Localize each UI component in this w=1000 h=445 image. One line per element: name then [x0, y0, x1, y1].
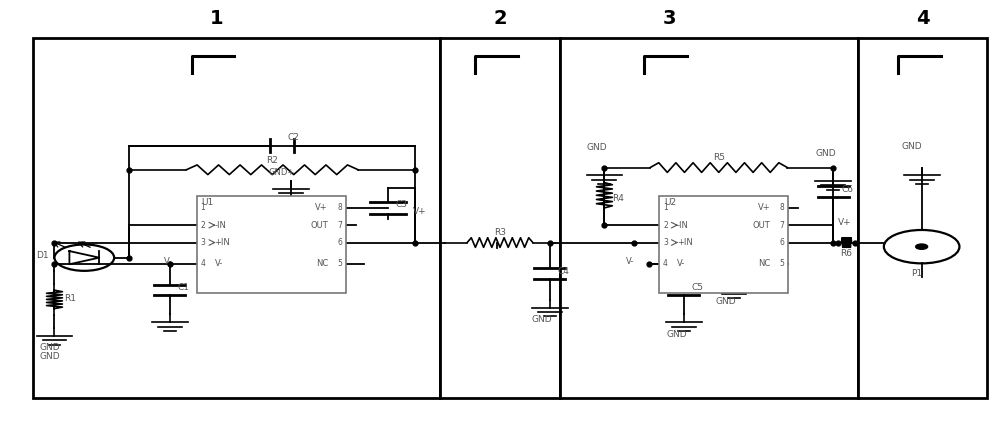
Text: 3: 3 [663, 238, 668, 247]
Text: V-: V- [626, 257, 634, 266]
Text: GND: GND [40, 343, 60, 352]
Text: R2: R2 [266, 156, 278, 165]
Text: V+: V+ [412, 207, 426, 216]
Text: 1: 1 [210, 8, 223, 28]
Circle shape [916, 244, 928, 249]
Text: 5: 5 [337, 259, 342, 268]
Text: 2: 2 [663, 221, 668, 230]
Text: 2: 2 [493, 8, 507, 28]
Text: V+: V+ [758, 203, 770, 212]
Bar [33, 38, 440, 398]
Text: 5: 5 [780, 259, 784, 268]
Text: V+: V+ [838, 218, 852, 227]
Text: R4: R4 [612, 194, 624, 203]
Text: 4: 4 [201, 259, 206, 268]
Text: U2: U2 [664, 198, 676, 207]
Text: 4: 4 [663, 259, 668, 268]
Text: R1: R1 [64, 294, 76, 303]
Text: 7: 7 [780, 221, 784, 230]
Text: +IN: +IN [677, 238, 693, 247]
Text: V+: V+ [315, 203, 328, 212]
Text: 8: 8 [780, 203, 784, 212]
Text: NC: NC [316, 259, 328, 268]
Text: 7: 7 [337, 221, 342, 230]
Text: 1: 1 [201, 203, 205, 212]
Text: V-: V- [677, 259, 685, 268]
Text: V-: V- [215, 259, 223, 268]
Text: C2: C2 [287, 133, 299, 142]
Text: R6: R6 [841, 249, 853, 258]
Text: R5: R5 [713, 154, 725, 162]
Text: 6: 6 [337, 238, 342, 247]
Text: GND+: GND+ [268, 168, 294, 178]
Text: D1: D1 [37, 251, 49, 260]
Bar [858, 38, 987, 398]
Text: 3: 3 [201, 238, 206, 247]
Text: GND: GND [587, 143, 607, 152]
Bar [440, 38, 560, 398]
Text: 4: 4 [916, 8, 929, 28]
Text: C5: C5 [692, 283, 704, 292]
Text: C3: C3 [396, 200, 408, 209]
Text: GND: GND [902, 142, 922, 151]
Text: 8: 8 [337, 203, 342, 212]
Text: -IN: -IN [215, 221, 226, 230]
Text: OUT: OUT [310, 221, 328, 230]
Text: C4: C4 [558, 267, 570, 275]
Text: GND: GND [815, 149, 836, 158]
Text: -IN: -IN [677, 221, 689, 230]
Text: 2: 2 [201, 221, 205, 230]
Text: 3: 3 [662, 8, 676, 28]
Text: R3: R3 [494, 228, 506, 237]
Text: GND: GND [716, 297, 736, 306]
Text: V-: V- [164, 257, 172, 266]
Text: GND: GND [39, 352, 60, 361]
Text: 1: 1 [663, 203, 668, 212]
Text: U1: U1 [202, 198, 214, 207]
Text: C1: C1 [178, 283, 190, 292]
Text: GND: GND [532, 315, 552, 324]
Text: +IN: +IN [215, 238, 230, 247]
Text: P1: P1 [911, 268, 922, 278]
Text: NC: NC [758, 259, 770, 268]
Text: OUT: OUT [753, 221, 770, 230]
Bar [197, 196, 346, 293]
Text: 6: 6 [780, 238, 784, 247]
Text: C6: C6 [841, 185, 853, 194]
Bar [659, 196, 788, 293]
Bar [560, 38, 858, 398]
Text: GND: GND [666, 330, 687, 339]
